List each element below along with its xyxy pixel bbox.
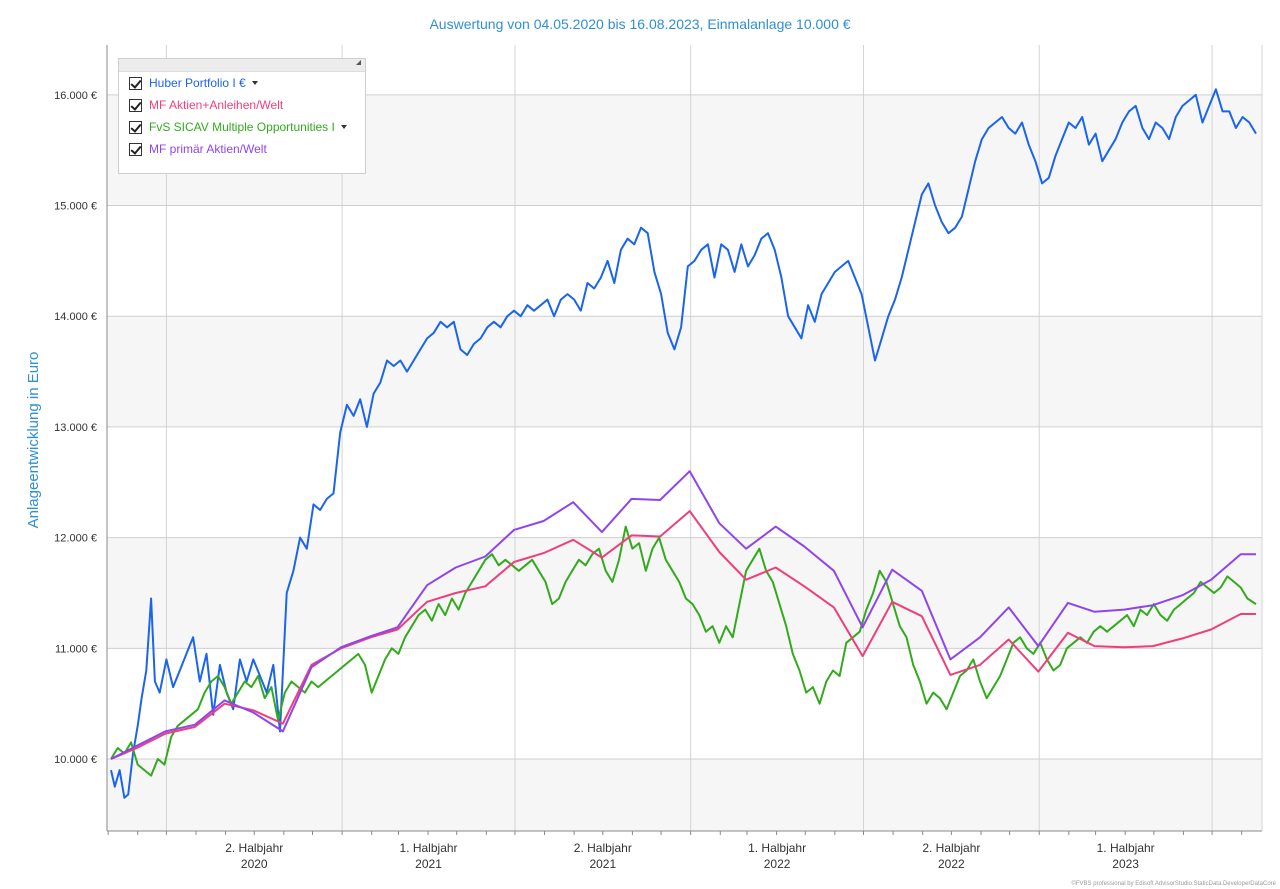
x-tick-label: 2. Halbjahr	[922, 841, 980, 855]
series-line-2	[110, 510, 1256, 760]
x-tick-label: 1. Halbjahr	[748, 841, 806, 855]
x-tick-label: 1. Halbjahr	[400, 841, 458, 855]
x-tick-label: 2. Halbjahr	[225, 841, 283, 855]
x-tick-label: 2. Halbjahr	[574, 841, 632, 855]
x-tick-label: 1. Halbjahr	[1097, 841, 1155, 855]
y-tick-label: 11.000 €	[55, 643, 97, 655]
collapse-icon[interactable]	[356, 60, 361, 65]
legend-item[interactable]: MF primär Aktien/Welt	[119, 138, 365, 160]
y-tick-label: 15.000 €	[54, 201, 97, 213]
plot-band	[107, 316, 1262, 427]
x-tick-year: 2022	[764, 857, 791, 871]
vertical-gridlines	[165, 45, 1213, 831]
y-tick-label: 14.000 €	[54, 311, 97, 323]
legend-label: Huber Portfolio I €	[149, 76, 246, 90]
legend-checkbox[interactable]	[129, 76, 142, 90]
legend-label: FvS SICAV Multiple Opportunities I	[149, 120, 335, 134]
legend-checkbox[interactable]	[129, 98, 142, 112]
legend-header[interactable]	[119, 59, 365, 72]
series-layer	[110, 88, 1257, 799]
chart-title: Auswertung von 04.05.2020 bis 16.08.2023…	[429, 16, 851, 32]
x-tick-year: 2021	[415, 857, 442, 871]
legend-item[interactable]: FvS SICAV Multiple Opportunities I	[119, 116, 365, 138]
y-tick-label: 10.000 €	[54, 754, 97, 766]
y-tick-labels: 10.000 € 11.000 € 12.000 € 13.000 € 14.000 €…	[54, 90, 97, 766]
legend-checkbox[interactable]	[129, 120, 142, 134]
y-axis-label: Anlageentwicklung in Euro	[25, 352, 42, 529]
x-tick-year: 2021	[589, 857, 616, 871]
dropdown-caret-icon[interactable]	[251, 81, 258, 85]
x-tick-year: 2020	[241, 857, 268, 871]
x-tick-year: 2023	[1112, 857, 1139, 871]
copyright-note: ©FVBS professional by Edisoft AdvisorStu…	[1071, 881, 1276, 887]
legend-label: MF primär Aktien/Welt	[149, 142, 267, 156]
y-tick-label: 16.000 €	[54, 90, 97, 102]
legend-label: MF Aktien+Anleihen/Welt	[149, 98, 284, 112]
legend-item[interactable]: MF Aktien+Anleihen/Welt	[119, 94, 365, 116]
legend-checkbox[interactable]	[129, 142, 142, 156]
legend: Huber Portfolio I € MF Aktien+Anleihen/We…	[118, 58, 366, 174]
axes	[106, 45, 1263, 835]
y-tick-label: 13.000 €	[54, 422, 97, 434]
legend-item[interactable]: Huber Portfolio I €	[119, 72, 365, 94]
dropdown-caret-icon[interactable]	[340, 125, 347, 129]
plot-band	[107, 759, 1262, 831]
series-line-4	[110, 470, 1256, 760]
x-tick-year: 2022	[938, 857, 965, 871]
y-tick-label: 12.000 €	[54, 533, 97, 545]
x-tick-labels: 2. Halbjahr 2020 1. Halbjahr 2021 2. Halbjah…	[225, 841, 1154, 871]
